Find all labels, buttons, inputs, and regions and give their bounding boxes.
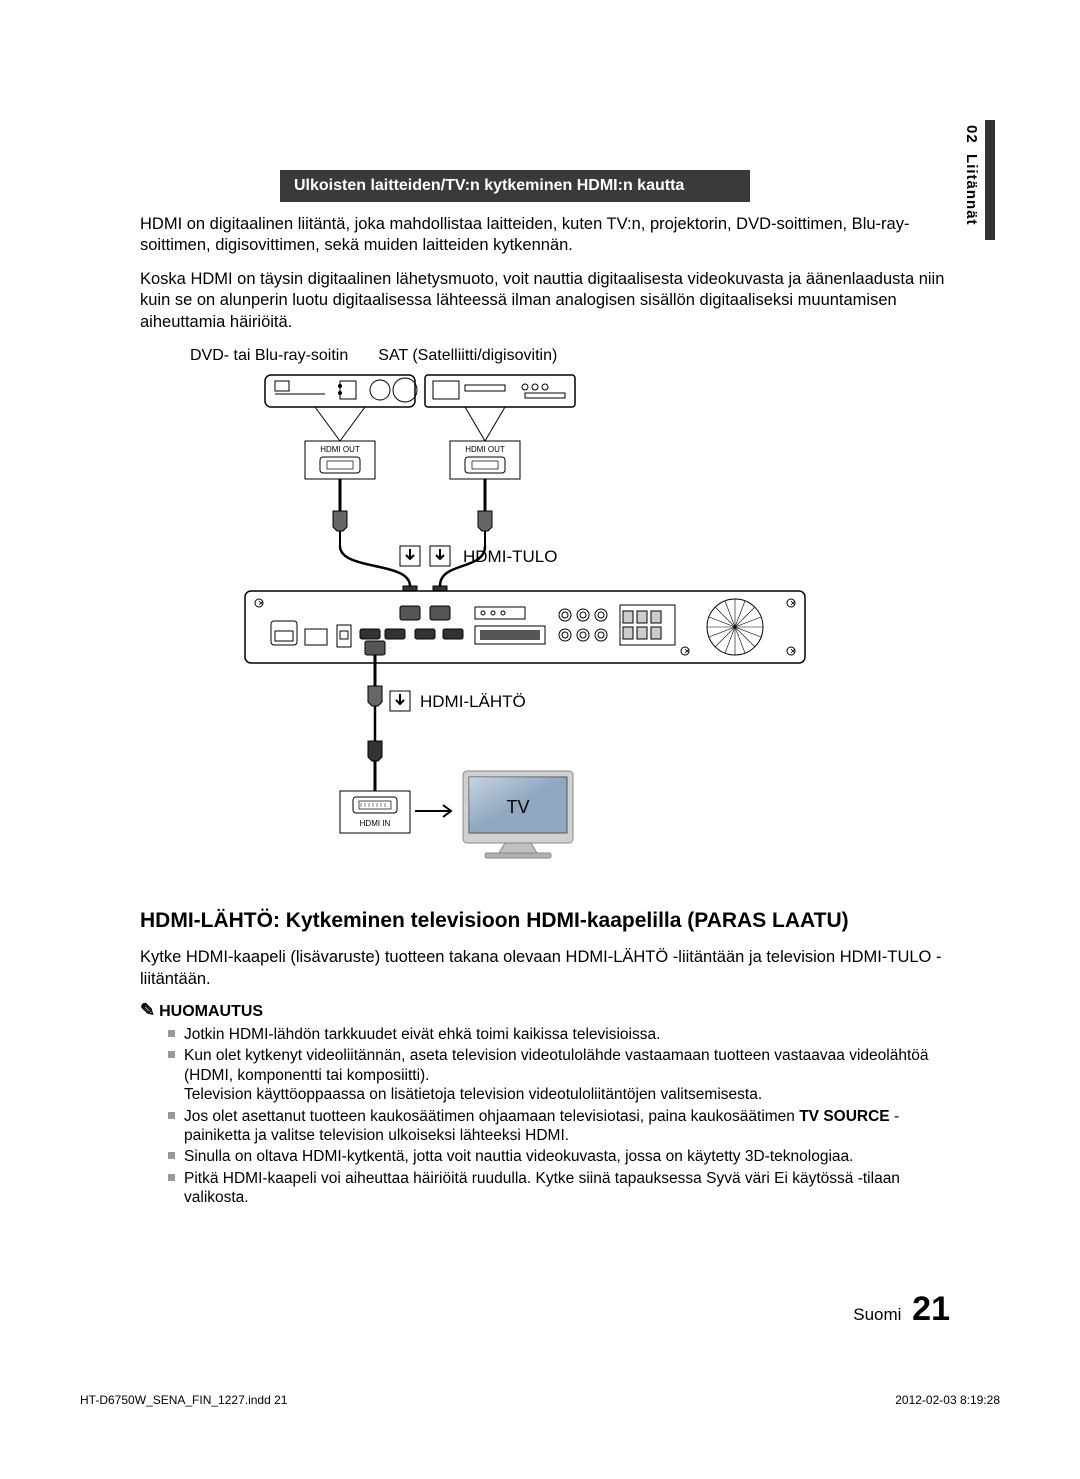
svg-text:HDMI-LÄHTÖ: HDMI-LÄHTÖ xyxy=(420,692,526,711)
svg-text:TV: TV xyxy=(506,797,529,817)
device-labels-row: DVD- tai Blu-ray-soitin SAT (Satelliitti… xyxy=(190,347,950,365)
intro-text: HDMI on digitaalinen liitäntä, joka mahd… xyxy=(140,214,950,333)
page-footer: Suomi 21 xyxy=(853,1290,950,1329)
note-item: Jotkin HDMI-lähdön tarkkuudet eivät ehkä… xyxy=(168,1025,950,1044)
note-item: Jos olet asettanut tuotteen kaukosäätime… xyxy=(168,1107,950,1146)
side-tab-bar xyxy=(985,120,995,240)
note-item: Sinulla on oltava HDMI-kytkentä, jotta v… xyxy=(168,1147,950,1166)
side-tab-label: 02 Liitännät xyxy=(963,125,980,226)
sat-label: SAT (Satelliitti/digisovitin) xyxy=(378,347,557,365)
intro-p1: HDMI on digitaalinen liitäntä, joka mahd… xyxy=(140,214,950,257)
note-item: Kun olet kytkenyt videoliitännän, aseta … xyxy=(168,1046,950,1104)
connection-diagram: HDMI OUT HDMI OUT xyxy=(140,371,950,891)
notes-list: Jotkin HDMI-lähdön tarkkuudet eivät ehkä… xyxy=(168,1025,950,1207)
svg-text:HDMI-TULO: HDMI-TULO xyxy=(463,547,557,566)
hdmi-out-box-1: HDMI OUT xyxy=(305,441,375,479)
svg-text:HDMI IN: HDMI IN xyxy=(360,819,391,828)
footer-lang: Suomi xyxy=(853,1305,901,1324)
note-heading: ✎HUOMAUTUS xyxy=(140,1000,950,1021)
tv-icon: TV xyxy=(463,771,573,858)
svg-text:HDMI OUT: HDMI OUT xyxy=(320,445,360,454)
crop-file: HT-D6750W_SENA_FIN_1227.indd 21 xyxy=(80,1393,287,1407)
note-icon: ✎ xyxy=(140,1000,155,1020)
footer-page-number: 21 xyxy=(912,1290,950,1328)
hdmi-in-arrow-2 xyxy=(430,546,450,566)
hdmi-out-arrow xyxy=(390,691,410,711)
sub-heading: HDMI-LÄHTÖ: Kytkeminen televisioon HDMI-… xyxy=(140,909,950,933)
note-item: Pitkä HDMI-kaapeli voi aiheuttaa häiriöi… xyxy=(168,1169,950,1208)
body-paragraph: Kytke HDMI-kaapeli (lisävaruste) tuottee… xyxy=(140,947,950,990)
crop-date: 2012-02-03 8:19:28 xyxy=(895,1393,1000,1407)
section-header: Ulkoisten laitteiden/TV:n kytkeminen HDM… xyxy=(280,170,750,202)
crop-marks-info: HT-D6750W_SENA_FIN_1227.indd 21 2012-02-… xyxy=(80,1393,1000,1407)
svg-text:HDMI OUT: HDMI OUT xyxy=(465,445,505,454)
intro-p2: Koska HDMI on täysin digitaalinen lähety… xyxy=(140,269,950,333)
hdmi-in-arrow-1 xyxy=(400,546,420,566)
dvd-label: DVD- tai Blu-ray-soitin xyxy=(190,347,348,365)
hdmi-out-box-2: HDMI OUT xyxy=(450,441,520,479)
